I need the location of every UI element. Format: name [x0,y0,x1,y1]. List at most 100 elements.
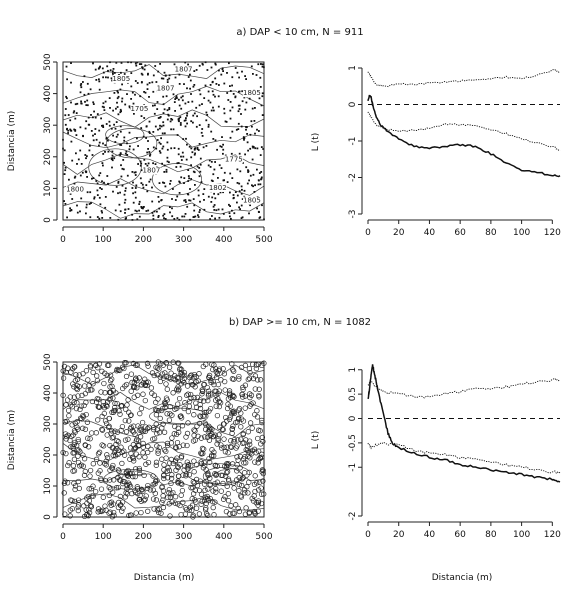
tree-point [238,494,245,500]
tree-point [79,91,82,94]
tree-point [217,95,220,98]
tree-point [151,212,154,214]
tree-point [205,512,211,519]
tree-point [90,461,96,467]
tree-point [120,385,126,392]
tree-point [222,449,229,455]
tree-point [149,370,156,376]
tree-point [153,364,159,370]
tree-point [208,379,214,386]
tree-point [214,217,216,220]
tree-point [66,78,68,81]
tree-point [222,494,228,500]
tree-point [86,176,88,178]
tree-point [143,461,149,467]
tree-point [260,478,266,484]
tree-point [236,71,239,74]
tree-point [260,63,262,65]
tree-point [115,186,118,188]
tree-point [194,152,196,155]
tree-point [102,102,105,105]
tree-point [224,405,231,412]
tree-point [163,373,169,379]
tree-point [186,472,193,478]
tree-point [71,468,78,474]
tree-point [144,91,147,94]
tree-point [259,76,262,79]
y-axis-label: L (t) [311,133,321,151]
tree-point [256,168,258,171]
tree-point [79,149,82,152]
tree-point [165,475,171,481]
tree-point [173,101,176,103]
tree-point [147,209,150,212]
tree-point [110,452,116,458]
tree-point [258,179,260,182]
tree-point [246,510,252,516]
tree-point [220,366,226,372]
tree-point [234,468,240,474]
tree-point [89,493,95,499]
y-tick-label: 200 [43,148,53,165]
tree-point [115,439,122,445]
tree-point [191,427,197,433]
tree-point [246,366,253,372]
tree-point [145,184,148,186]
tree-point [244,108,247,111]
series-observed [367,94,561,178]
tree-point [192,384,198,390]
tree-point [174,110,176,112]
tree-point [142,376,148,382]
tree-point [94,373,100,379]
tree-point [72,429,78,435]
tree-point [117,477,124,483]
tree-point [254,408,260,414]
tree-point [166,417,173,423]
tree-point [155,408,162,414]
tree-point [83,399,89,406]
tree-point [259,183,262,186]
tree-point [95,509,101,515]
tree-point [199,170,202,173]
tree-point [231,209,233,212]
tree-point [73,128,76,131]
contour-label: 1705 [130,105,148,113]
tree-point [172,494,179,500]
tree-point [136,454,142,460]
tree-point [117,180,120,183]
tree-point [74,129,77,131]
tree-point [145,137,147,139]
tree-point [122,417,128,424]
tree-point [201,481,208,487]
tree-point [222,143,224,146]
tree-point [142,428,149,434]
tree-point [207,99,210,102]
tree-point [225,491,231,497]
tree-point [191,432,197,439]
tree-point [174,76,177,79]
tree-point [178,511,184,518]
tree-point [229,117,232,120]
tree-point [209,452,215,458]
tree-point [104,196,107,198]
tree-point [76,204,78,207]
tree-point [249,174,252,177]
tree-point [187,76,190,78]
tree-point [261,65,264,68]
tree-point [205,397,211,404]
tree-point [73,385,80,392]
tree-point [181,375,188,382]
tree-point [247,391,253,397]
tree-point [236,407,242,413]
tree-point [128,424,134,430]
tree-point [247,455,253,461]
tree-point [249,495,255,502]
tree-point [136,218,139,221]
tree-point [200,131,203,134]
tree-point [184,102,187,105]
tree-point [119,125,122,128]
tree-point [124,187,127,190]
tree-point [188,177,190,180]
tree-point [113,485,120,491]
